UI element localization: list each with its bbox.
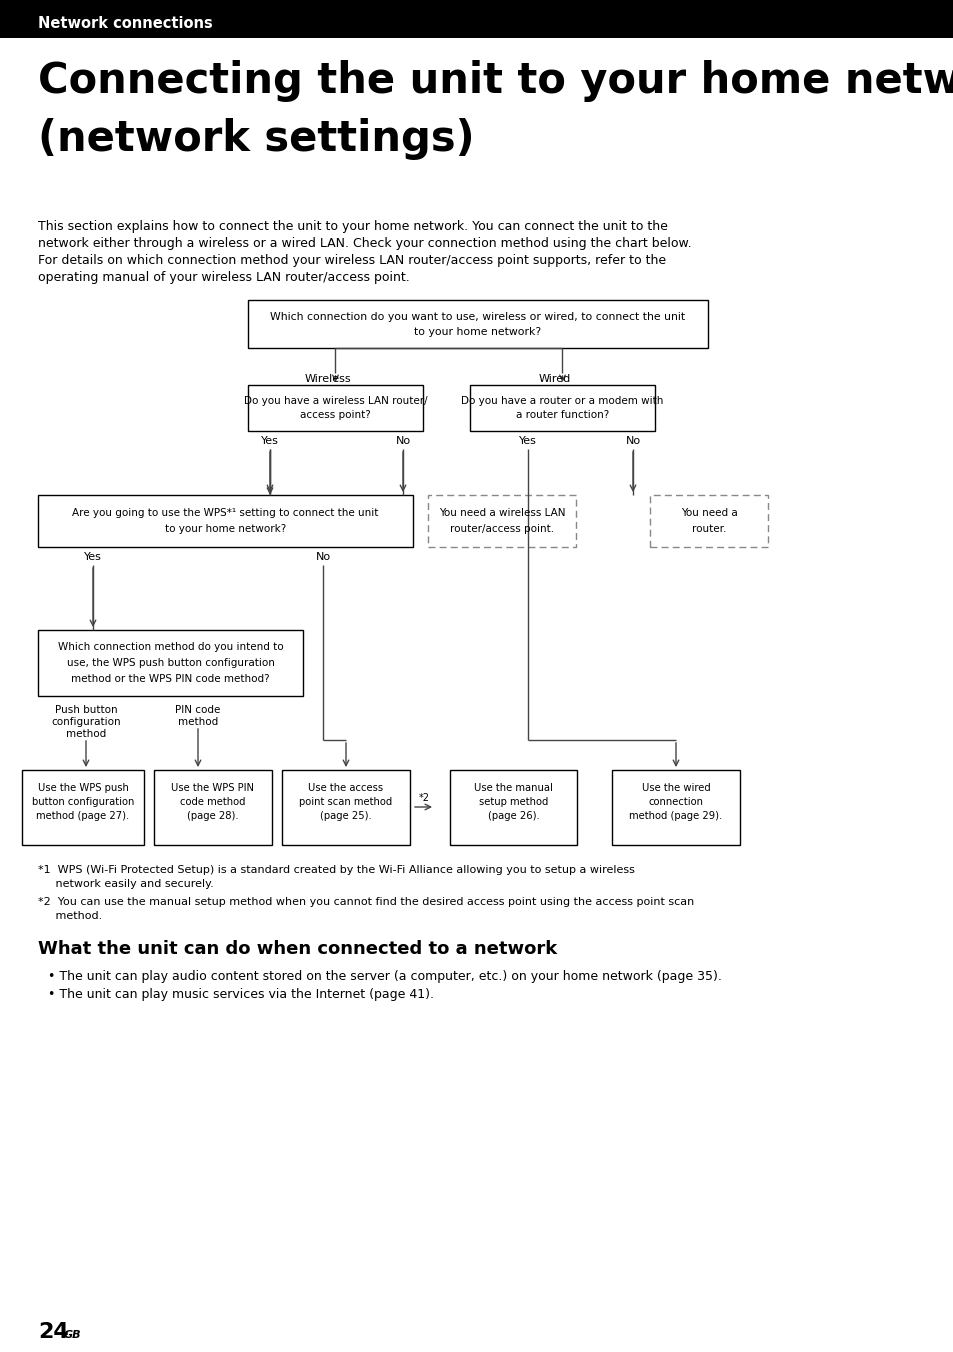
Text: connection: connection xyxy=(648,796,702,807)
Text: (network settings): (network settings) xyxy=(38,118,475,160)
Bar xyxy=(649,495,767,548)
Bar xyxy=(248,385,422,431)
Text: method (page 27).: method (page 27). xyxy=(36,811,130,821)
Text: router.: router. xyxy=(691,525,725,534)
Text: network either through a wireless or a wired LAN. Check your connection method u: network either through a wireless or a w… xyxy=(38,237,691,250)
Text: to your home network?: to your home network? xyxy=(414,327,541,337)
Text: 24: 24 xyxy=(38,1322,69,1343)
Bar xyxy=(248,300,707,347)
Text: router/access point.: router/access point. xyxy=(450,525,554,534)
Text: (page 28).: (page 28). xyxy=(187,811,238,821)
Text: Use the access: Use the access xyxy=(308,783,383,794)
Bar xyxy=(38,630,303,696)
Text: Wired: Wired xyxy=(537,375,570,384)
Text: No: No xyxy=(315,552,331,562)
Text: Are you going to use the WPS*¹ setting to connect the unit: Are you going to use the WPS*¹ setting t… xyxy=(72,508,378,518)
Text: operating manual of your wireless LAN router/access point.: operating manual of your wireless LAN ro… xyxy=(38,270,410,284)
Bar xyxy=(612,771,740,845)
Text: use, the WPS push button configuration: use, the WPS push button configuration xyxy=(67,658,274,668)
Bar xyxy=(0,0,953,38)
Text: button configuration: button configuration xyxy=(31,796,134,807)
Text: You need a: You need a xyxy=(679,508,737,518)
Text: Use the WPS PIN: Use the WPS PIN xyxy=(172,783,254,794)
Text: *2: *2 xyxy=(418,794,429,803)
Text: Wireless: Wireless xyxy=(304,375,351,384)
Text: *1  WPS (Wi-Fi Protected Setup) is a standard created by the Wi-Fi Alliance allo: *1 WPS (Wi-Fi Protected Setup) is a stan… xyxy=(38,865,634,875)
Text: method.: method. xyxy=(38,911,102,921)
Text: network easily and securely.: network easily and securely. xyxy=(38,879,213,890)
Text: GB: GB xyxy=(64,1330,82,1340)
Text: Which connection do you want to use, wireless or wired, to connect the unit: Which connection do you want to use, wir… xyxy=(270,312,685,322)
Text: • The unit can play audio content stored on the server (a computer, etc.) on you: • The unit can play audio content stored… xyxy=(48,969,721,983)
Text: method (page 29).: method (page 29). xyxy=(629,811,721,821)
Bar xyxy=(22,771,144,845)
Text: method: method xyxy=(177,717,218,727)
Text: Network connections: Network connections xyxy=(38,16,213,31)
Text: a router function?: a router function? xyxy=(516,410,608,420)
Text: Push button: Push button xyxy=(54,704,117,715)
Text: (page 25).: (page 25). xyxy=(320,811,372,821)
Text: setup method: setup method xyxy=(478,796,548,807)
Text: Connecting the unit to your home network: Connecting the unit to your home network xyxy=(38,59,953,101)
Bar xyxy=(470,385,655,431)
Text: method or the WPS PIN code method?: method or the WPS PIN code method? xyxy=(71,675,270,684)
Text: Yes: Yes xyxy=(261,435,278,446)
Text: (page 26).: (page 26). xyxy=(487,811,538,821)
Text: Yes: Yes xyxy=(518,435,537,446)
Text: Which connection method do you intend to: Which connection method do you intend to xyxy=(57,642,283,652)
Text: You need a wireless LAN: You need a wireless LAN xyxy=(438,508,565,518)
Text: This section explains how to connect the unit to your home network. You can conn: This section explains how to connect the… xyxy=(38,220,667,233)
Bar xyxy=(153,771,272,845)
Text: Use the wired: Use the wired xyxy=(641,783,710,794)
Text: For details on which connection method your wireless LAN router/access point sup: For details on which connection method y… xyxy=(38,254,665,266)
Bar xyxy=(450,771,577,845)
Text: Do you have a router or a modem with: Do you have a router or a modem with xyxy=(461,396,663,406)
Text: configuration: configuration xyxy=(51,717,121,727)
Text: to your home network?: to your home network? xyxy=(165,525,286,534)
Text: method: method xyxy=(66,729,106,740)
Text: access point?: access point? xyxy=(300,410,371,420)
Text: point scan method: point scan method xyxy=(299,796,393,807)
Text: • The unit can play music services via the Internet (page 41).: • The unit can play music services via t… xyxy=(48,988,434,1000)
Text: Do you have a wireless LAN router/: Do you have a wireless LAN router/ xyxy=(243,396,427,406)
Text: code method: code method xyxy=(180,796,246,807)
Text: Use the manual: Use the manual xyxy=(474,783,553,794)
Bar xyxy=(428,495,576,548)
Text: What the unit can do when connected to a network: What the unit can do when connected to a… xyxy=(38,940,557,959)
Text: Yes: Yes xyxy=(84,552,102,562)
Text: No: No xyxy=(395,435,410,446)
Text: No: No xyxy=(625,435,639,446)
Text: Use the WPS push: Use the WPS push xyxy=(37,783,129,794)
Bar xyxy=(38,495,413,548)
Text: PIN code: PIN code xyxy=(175,704,220,715)
Bar xyxy=(282,771,410,845)
Text: *2  You can use the manual setup method when you cannot find the desired access : *2 You can use the manual setup method w… xyxy=(38,896,694,907)
